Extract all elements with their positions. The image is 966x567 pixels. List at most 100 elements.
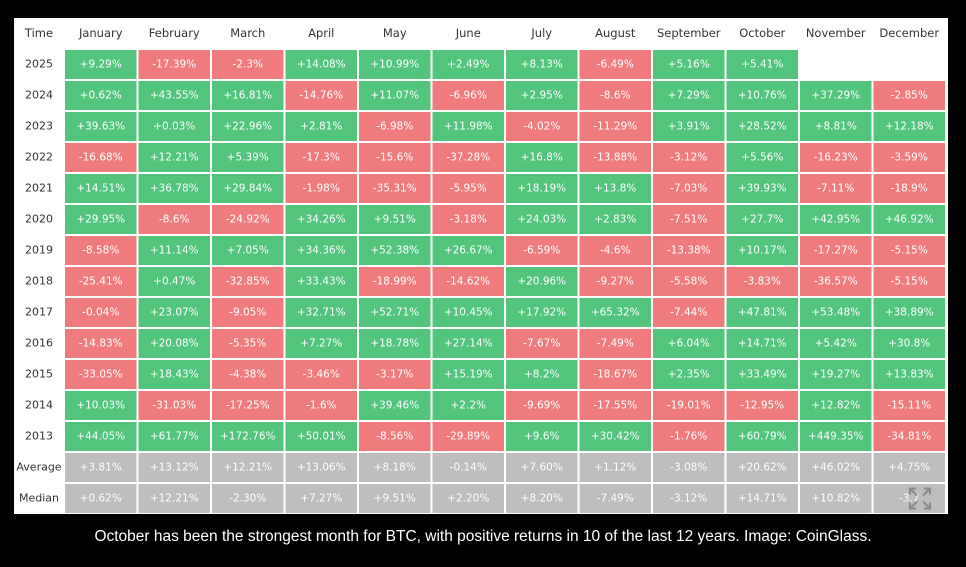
cell-value: +5.39% bbox=[227, 152, 269, 164]
cell-background bbox=[432, 205, 504, 234]
cell-background bbox=[212, 267, 284, 296]
cell-value: -3.08% bbox=[670, 462, 707, 474]
cell-background bbox=[579, 267, 651, 296]
cell-background bbox=[212, 81, 284, 110]
cell-background bbox=[653, 205, 725, 234]
cell-background bbox=[65, 422, 137, 451]
cell-value: +28.52% bbox=[738, 121, 787, 133]
cell-background bbox=[138, 391, 210, 420]
cell-background bbox=[359, 50, 431, 79]
cell-background bbox=[65, 298, 137, 327]
cell-background bbox=[212, 298, 284, 327]
cell-value: +14.51% bbox=[76, 183, 125, 195]
cell-background bbox=[212, 329, 284, 358]
cell-background bbox=[506, 112, 578, 141]
row-label: 2013 bbox=[25, 430, 53, 443]
cell-background bbox=[726, 453, 798, 482]
row-label: 2025 bbox=[25, 58, 53, 71]
cell-value: +8.13% bbox=[521, 59, 563, 71]
cell-value: +19.27% bbox=[811, 369, 860, 381]
cell-background bbox=[579, 174, 651, 203]
cell-background bbox=[138, 143, 210, 172]
column-header: December bbox=[879, 26, 939, 40]
row-label: 2015 bbox=[25, 368, 53, 381]
cell-background bbox=[800, 453, 872, 482]
cell-background bbox=[506, 422, 578, 451]
cell-value: +8.2% bbox=[524, 369, 559, 381]
column-header: March bbox=[230, 26, 265, 40]
cell-value: -4.38% bbox=[229, 369, 266, 381]
cell-value: +61.77% bbox=[150, 431, 199, 443]
cell-value: +8.81% bbox=[815, 121, 857, 133]
cell-value: -3.46% bbox=[303, 369, 340, 381]
cell-value: +9.29% bbox=[80, 59, 122, 71]
cell-value: -16.23% bbox=[814, 152, 858, 164]
cell-background bbox=[653, 329, 725, 358]
cell-value: -7.49% bbox=[597, 493, 634, 505]
row-label: 2024 bbox=[25, 89, 53, 102]
cell-background bbox=[212, 236, 284, 265]
cell-value: -4.6% bbox=[600, 245, 630, 257]
column-header: July bbox=[530, 26, 552, 40]
cell-value: -7.44% bbox=[670, 307, 707, 319]
cell-background bbox=[579, 112, 651, 141]
cell-background bbox=[212, 174, 284, 203]
cell-value: -7.11% bbox=[817, 183, 854, 195]
cell-value: +9.6% bbox=[524, 431, 559, 443]
expand-icon-stroke bbox=[922, 500, 931, 510]
cell-value: -34.81% bbox=[887, 431, 931, 443]
cell-value: +33.43% bbox=[297, 276, 346, 288]
cell-value: +5.42% bbox=[815, 338, 857, 350]
cell-value: +2.20% bbox=[447, 493, 489, 505]
cell-background bbox=[285, 391, 357, 420]
cell-background bbox=[653, 112, 725, 141]
row-label: 2017 bbox=[25, 306, 53, 319]
cell-background bbox=[726, 236, 798, 265]
cell-value: +32.71% bbox=[297, 307, 346, 319]
cell-value: +20.08% bbox=[150, 338, 199, 350]
cell-value: +42.95% bbox=[811, 214, 860, 226]
row-label: 2018 bbox=[25, 275, 53, 288]
cell-value: +9.51% bbox=[374, 493, 416, 505]
cell-value: -8.6% bbox=[600, 90, 630, 102]
cell-background bbox=[800, 143, 872, 172]
cell-background bbox=[285, 298, 357, 327]
cell-background bbox=[212, 143, 284, 172]
cell-background bbox=[873, 174, 945, 203]
cell-value: +30.8% bbox=[888, 338, 930, 350]
cell-value: -3.12% bbox=[670, 152, 707, 164]
cell-background bbox=[579, 205, 651, 234]
cell-value: +39.93% bbox=[738, 183, 787, 195]
cell-value: +13.83% bbox=[885, 369, 934, 381]
cell-value: +46.92% bbox=[885, 214, 934, 226]
cell-value: -3.83% bbox=[744, 276, 781, 288]
cell-background bbox=[653, 50, 725, 79]
cell-background bbox=[432, 422, 504, 451]
cell-value: -15.11% bbox=[887, 400, 931, 412]
cell-value: -9.69% bbox=[523, 400, 560, 412]
cell-value: +0.62% bbox=[80, 90, 122, 102]
cell-value: -7.51% bbox=[670, 214, 707, 226]
cell-value: +13.12% bbox=[150, 462, 199, 474]
cell-background bbox=[800, 422, 872, 451]
cell-background bbox=[873, 236, 945, 265]
cell-value: +5.41% bbox=[741, 59, 783, 71]
cell-background bbox=[359, 422, 431, 451]
cell-value: +0.03% bbox=[153, 121, 195, 133]
column-header: May bbox=[383, 26, 407, 40]
cell-background bbox=[432, 81, 504, 110]
cell-background bbox=[65, 236, 137, 265]
cell-background bbox=[359, 205, 431, 234]
cell-value: +53.48% bbox=[811, 307, 860, 319]
cell-background bbox=[212, 422, 284, 451]
cell-background bbox=[726, 50, 798, 79]
cell-value: +6.04% bbox=[668, 338, 710, 350]
cell-value: +8.20% bbox=[521, 493, 563, 505]
cell-background bbox=[873, 422, 945, 451]
cell-background bbox=[212, 360, 284, 389]
column-header: January bbox=[78, 26, 123, 40]
cell-background bbox=[432, 50, 504, 79]
cell-value: -16.68% bbox=[79, 152, 123, 164]
cell-background bbox=[285, 360, 357, 389]
